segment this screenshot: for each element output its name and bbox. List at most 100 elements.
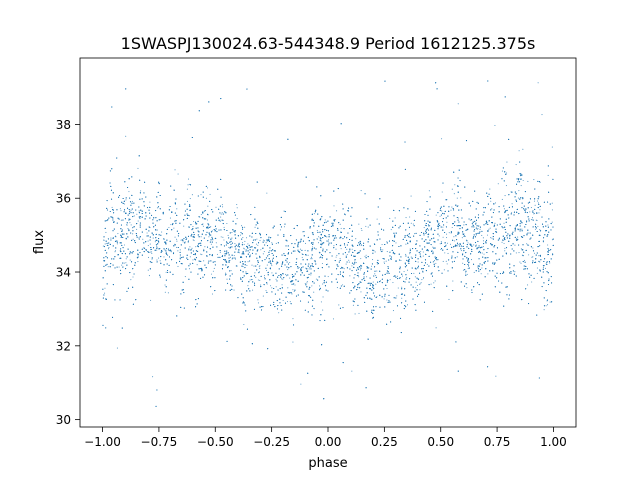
data-point [291, 283, 293, 285]
data-point [406, 276, 408, 278]
data-point [511, 212, 513, 214]
data-point [520, 262, 522, 264]
data-point [344, 244, 346, 246]
data-point [306, 282, 308, 284]
scatter-points [102, 80, 554, 408]
data-point [346, 248, 348, 250]
data-point [125, 199, 127, 201]
data-point [127, 228, 129, 230]
data-point [133, 215, 135, 217]
data-point [431, 249, 433, 251]
data-point [445, 244, 447, 246]
data-point [520, 178, 522, 180]
data-point [152, 376, 154, 378]
data-point [129, 222, 131, 224]
data-point [114, 236, 116, 238]
data-point [105, 231, 107, 234]
data-point [254, 226, 256, 228]
data-point [245, 237, 248, 239]
data-point [248, 251, 250, 253]
data-point [285, 275, 287, 277]
data-point [501, 241, 503, 243]
data-point [444, 252, 446, 254]
data-point [200, 194, 202, 196]
data-point [241, 242, 244, 244]
data-point [207, 205, 209, 207]
data-point [189, 246, 191, 248]
data-point [130, 252, 132, 254]
data-point [128, 219, 130, 222]
data-point [531, 256, 533, 258]
data-point [460, 250, 462, 252]
data-point [351, 370, 353, 372]
data-point [343, 268, 345, 270]
data-point [233, 254, 235, 257]
data-point [442, 260, 444, 263]
data-point [213, 267, 215, 270]
data-point [406, 304, 409, 306]
data-point [470, 259, 473, 261]
data-point [107, 248, 110, 250]
data-point [152, 237, 154, 239]
data-point [475, 222, 477, 224]
data-point [271, 287, 273, 289]
data-point [209, 193, 211, 195]
data-point [169, 217, 171, 219]
data-point [490, 237, 492, 239]
data-point [263, 250, 265, 253]
data-point [480, 273, 482, 275]
data-point [243, 243, 245, 245]
data-point [536, 272, 538, 274]
data-point [234, 243, 236, 245]
data-point [515, 252, 517, 254]
data-point [238, 252, 240, 254]
data-point [210, 226, 212, 228]
data-point [383, 261, 385, 263]
data-point [231, 237, 233, 239]
data-point [447, 252, 449, 254]
data-point [126, 223, 128, 225]
data-point [531, 217, 534, 219]
data-point [551, 239, 553, 241]
data-point [182, 241, 184, 243]
data-point [123, 244, 126, 246]
data-point [433, 282, 435, 284]
data-point [351, 265, 353, 267]
data-point [199, 268, 201, 270]
data-point [163, 256, 165, 258]
data-point [543, 309, 545, 311]
data-point [104, 287, 106, 289]
data-point [460, 197, 462, 199]
data-point [111, 206, 113, 208]
data-point [518, 190, 520, 192]
data-point [477, 266, 479, 268]
data-point [137, 261, 139, 263]
data-point [151, 251, 153, 253]
data-point [190, 249, 192, 251]
data-point [320, 301, 322, 303]
data-point [448, 298, 450, 301]
data-point [242, 237, 244, 239]
data-point [367, 226, 369, 228]
data-point [132, 233, 134, 235]
data-point [258, 271, 260, 273]
data-point [505, 184, 507, 187]
data-point [275, 242, 277, 244]
data-point [271, 265, 273, 267]
data-point [254, 272, 256, 274]
data-point [222, 206, 224, 208]
data-point [435, 262, 437, 264]
data-point [410, 195, 412, 197]
data-point [419, 283, 421, 285]
data-point [333, 205, 335, 207]
data-point [176, 240, 178, 242]
data-point [397, 287, 399, 289]
data-point [167, 292, 169, 294]
data-point [202, 223, 204, 225]
data-point [340, 227, 342, 229]
data-point [187, 240, 190, 242]
data-point [536, 200, 539, 202]
data-point [374, 251, 376, 253]
data-point [318, 236, 320, 238]
